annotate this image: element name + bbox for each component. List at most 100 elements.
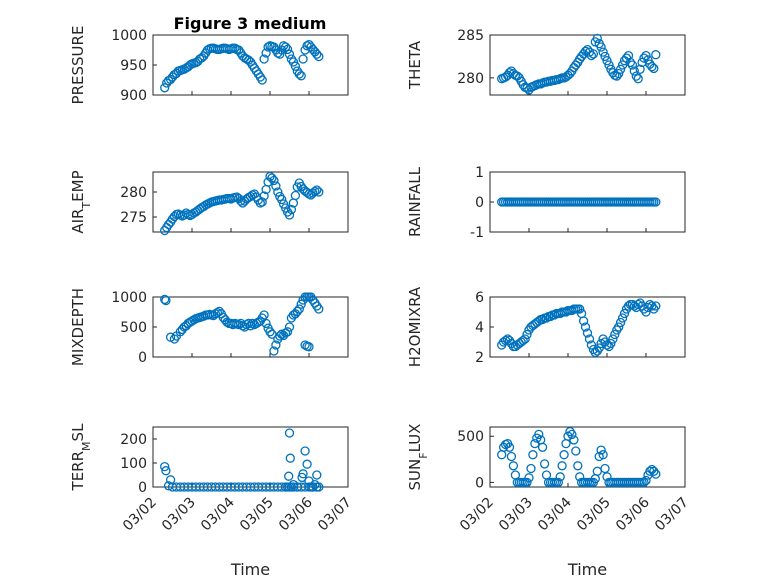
y-tick-label: 1000 bbox=[111, 28, 147, 44]
data-point bbox=[161, 295, 171, 306]
data-point bbox=[245, 321, 256, 331]
data-point bbox=[647, 62, 657, 72]
data-point bbox=[290, 190, 301, 201]
data-point bbox=[212, 307, 222, 318]
data-point bbox=[282, 44, 293, 55]
x-tick-label: 03/07 bbox=[652, 495, 692, 535]
data-point bbox=[286, 204, 297, 215]
data-point bbox=[314, 304, 324, 314]
data-point bbox=[275, 49, 285, 59]
y-axis-label: TERRMSL bbox=[69, 423, 93, 492]
data-point bbox=[506, 451, 517, 462]
subplot-mixdepth: 0 500 1000 MIXDEPTH bbox=[69, 288, 349, 366]
y-tick-label: 4 bbox=[475, 320, 484, 336]
data-point bbox=[561, 307, 571, 317]
y-axis-label: PRESSURE bbox=[69, 26, 87, 105]
axes-frame bbox=[152, 171, 349, 233]
data-point bbox=[639, 477, 649, 488]
y-tick-label: 6 bbox=[475, 290, 484, 306]
subplot-air-temp: 275 280 AIRTEMP bbox=[69, 170, 349, 236]
data-point bbox=[645, 466, 655, 476]
data-point bbox=[286, 482, 297, 492]
data-point bbox=[612, 71, 622, 81]
data-point bbox=[600, 51, 610, 62]
y-tick-label: -1 bbox=[470, 225, 484, 241]
data-point bbox=[539, 459, 550, 469]
data-point bbox=[312, 185, 322, 195]
data-point bbox=[617, 313, 628, 323]
data-point bbox=[594, 343, 604, 353]
data-point bbox=[292, 482, 302, 492]
data-point bbox=[280, 42, 291, 52]
data-point bbox=[236, 196, 246, 206]
data-point bbox=[596, 42, 606, 52]
data-point bbox=[580, 322, 591, 332]
data-point bbox=[261, 318, 271, 329]
data-point bbox=[598, 450, 608, 460]
data-point bbox=[592, 33, 602, 44]
data-point bbox=[263, 42, 273, 52]
data-point bbox=[500, 335, 511, 346]
data-point bbox=[312, 49, 322, 59]
y-tick-label: 950 bbox=[120, 58, 147, 74]
data-point bbox=[292, 306, 302, 317]
y-axis-label: RAINFALL bbox=[406, 166, 424, 237]
data-point bbox=[314, 187, 324, 197]
y-axis-label: H2OMIXRA bbox=[406, 286, 424, 367]
data-point bbox=[608, 334, 618, 344]
x-tick-label: 03/02 bbox=[120, 495, 160, 535]
data-point bbox=[161, 466, 171, 476]
data-point bbox=[522, 329, 532, 340]
x-axis-label: Time bbox=[230, 560, 270, 579]
data-point bbox=[614, 322, 624, 332]
data-point bbox=[578, 316, 589, 326]
data-point bbox=[604, 60, 614, 70]
data-point bbox=[571, 446, 581, 456]
data-point bbox=[553, 477, 563, 488]
data-point bbox=[271, 181, 281, 191]
data-point bbox=[615, 317, 626, 328]
data-point bbox=[635, 64, 645, 74]
data-point bbox=[280, 482, 291, 492]
data-point bbox=[651, 197, 661, 207]
data-point bbox=[508, 461, 519, 471]
y-tick-label: 280 bbox=[120, 185, 147, 201]
subplot-h2omixra: 2 4 6 H2OMIXRA bbox=[406, 286, 686, 367]
y-tick-label: 900 bbox=[120, 88, 147, 104]
data-point bbox=[598, 47, 608, 57]
x-tick-label: 03/06 bbox=[276, 494, 316, 534]
subplot-sun-flux: 0 500 03/02 03/03 03/04 03/05 03/06 03/07 SUNFLU… bbox=[406, 424, 692, 579]
data-point bbox=[277, 329, 287, 339]
data-point bbox=[160, 461, 170, 472]
y-tick-label: 0 bbox=[138, 480, 147, 496]
y-tick-label: 285 bbox=[457, 28, 484, 44]
y-tick-label: 0 bbox=[475, 195, 484, 211]
data-point bbox=[559, 450, 569, 460]
data-point bbox=[257, 75, 267, 85]
data-point bbox=[269, 175, 279, 186]
data-point bbox=[259, 310, 269, 320]
data-point bbox=[290, 61, 301, 71]
data-point bbox=[649, 466, 659, 476]
data-point bbox=[296, 299, 306, 309]
x-tick-label: 03/06 bbox=[613, 494, 653, 534]
data-point bbox=[629, 66, 639, 76]
data-point bbox=[651, 50, 661, 60]
data-point bbox=[314, 51, 324, 62]
x-tick-label: 03/04 bbox=[535, 494, 575, 534]
x-tick-label: 03/02 bbox=[457, 495, 497, 535]
data-point bbox=[610, 329, 620, 340]
data-point bbox=[284, 322, 295, 332]
data-point bbox=[602, 56, 612, 66]
data-point bbox=[297, 472, 307, 483]
x-tick-label: 03/04 bbox=[198, 494, 238, 534]
data-point bbox=[296, 71, 306, 81]
data-point bbox=[641, 475, 651, 486]
y-tick-label: 275 bbox=[120, 210, 147, 226]
data-point bbox=[298, 54, 308, 64]
data-point bbox=[582, 328, 593, 338]
data-point bbox=[288, 57, 299, 67]
y-tick-label: 500 bbox=[457, 429, 484, 445]
